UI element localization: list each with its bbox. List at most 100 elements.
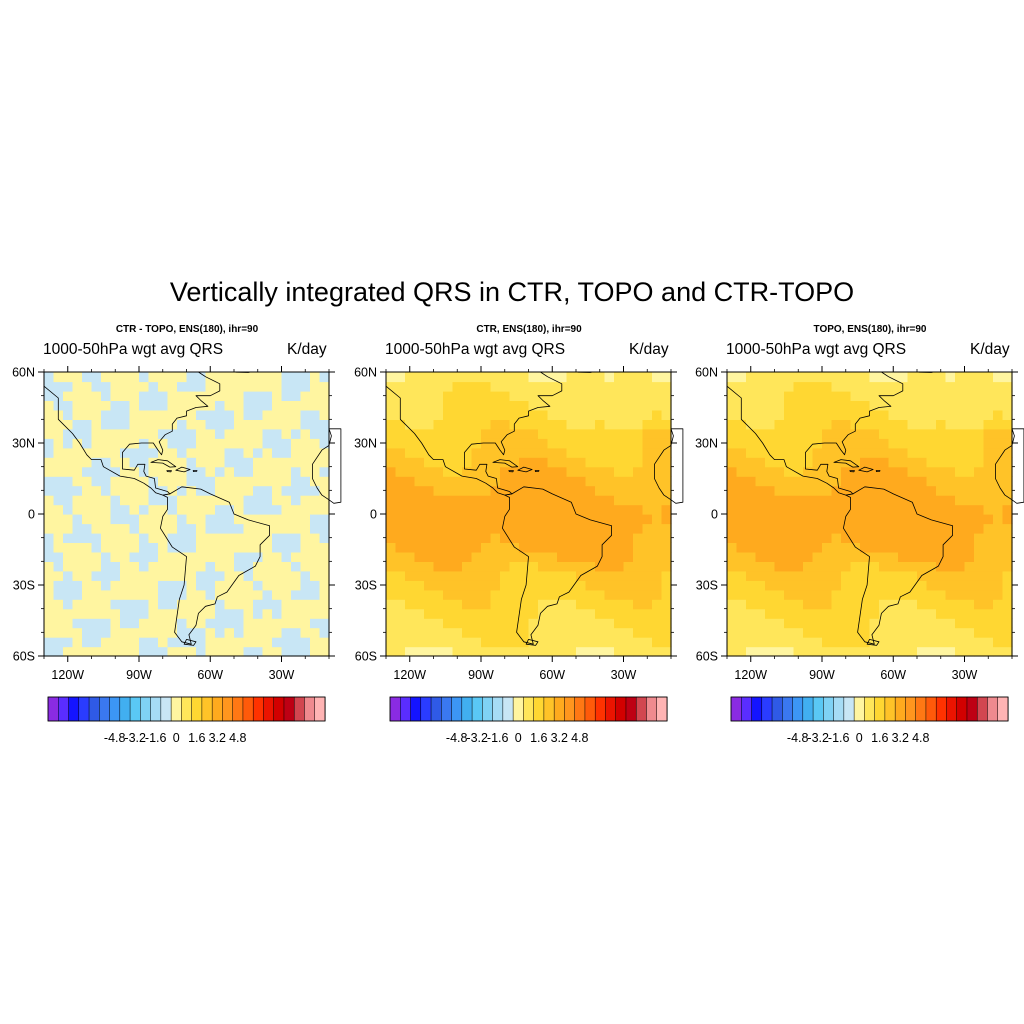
map-panel: TOPO, ENS(180), ihr=90 1000-50hPa wgt avg… (683, 318, 1024, 745)
colorbar-swatch (471, 696, 483, 722)
colorbar-swatch (915, 696, 927, 722)
lon-tick-label: 120W (393, 668, 426, 682)
colorbar-swatch (925, 696, 937, 722)
lon-tick-label: 30W (611, 668, 637, 682)
colorbar-swatch (905, 696, 917, 722)
colorbar: -4.8-3.2-1.6 0 1.6 3.2 4.8 (730, 696, 1009, 745)
colorbar-swatch (966, 696, 978, 722)
colorbar-swatch (400, 696, 412, 722)
colorbar-swatch (884, 696, 896, 722)
colorbar-swatch (492, 696, 504, 722)
figure-title: Vertically integrated QRS in CTR, TOPO a… (169, 277, 855, 307)
colorbar-swatch (99, 696, 111, 722)
colorbar-swatch (533, 696, 545, 722)
colorbar-swatch (946, 696, 958, 722)
lon-tick-label: 30W (269, 668, 295, 682)
colorbar-swatch (283, 696, 295, 722)
colorbar-swatch (502, 696, 514, 722)
colorbar-swatch (191, 696, 203, 722)
colorbar-swatch (792, 696, 804, 722)
colorbar-label: -4.8 (446, 731, 468, 745)
colorbar-swatch (140, 696, 152, 722)
colorbar-swatch (119, 696, 131, 722)
colorbar-swatch (761, 696, 773, 722)
panel-left-string: 1000-50hPa wgt avg QRS (385, 341, 566, 358)
colorbar-swatch (656, 696, 668, 722)
colorbar-swatch (564, 696, 576, 722)
colorbar-label: 4.8 (229, 731, 246, 745)
lon-tick-label: 60W (539, 668, 565, 682)
colorbar-swatch (997, 696, 1009, 722)
colorbar-swatch (864, 696, 876, 722)
colorbar-swatch (451, 696, 463, 722)
colorbar-swatch (242, 696, 254, 722)
colorbar-swatch (976, 696, 989, 722)
colorbar-label: 0 (856, 731, 863, 745)
lat-tick-label: 60S (355, 650, 377, 664)
colorbar-label: -3.2 (466, 731, 488, 745)
colorbar-swatch (730, 696, 742, 722)
lat-tick-label: 30N (695, 437, 718, 451)
map-area: 60N 30N 0 30S 60S 120W 90W 60W 30W (354, 366, 684, 682)
panel-left-string: 1000-50hPa wgt avg QRS (726, 341, 907, 358)
colorbar: -4.8-3.2-1.6 0 1.6 3.2 4.8 (389, 696, 668, 745)
colorbar-swatch (833, 696, 845, 722)
colorbar-label: 3.2 (892, 731, 909, 745)
lat-tick-label: 60S (696, 650, 718, 664)
lat-tick-label: 0 (711, 508, 718, 522)
colorbar-swatch (523, 696, 535, 722)
colorbar-swatch (129, 696, 141, 722)
map-plot: 60N 30N 0 30S 60S 120W 90W 60W 30W (12, 366, 342, 682)
map-panel: CTR, ENS(180), ihr=90 1000-50hPa wgt avg … (342, 318, 684, 745)
colorbar-label: 4.8 (571, 731, 588, 745)
colorbar-label: -4.8 (104, 731, 126, 745)
panel-units: K/day (970, 341, 1010, 358)
colorbar-swatch (252, 696, 265, 722)
colorbar-swatch (181, 696, 193, 722)
colorbar-swatch (812, 696, 824, 722)
panel-left-string: 1000-50hPa wgt avg QRS (43, 341, 224, 358)
colorbar-swatch (410, 696, 422, 722)
colorbar-swatch (987, 696, 999, 722)
colorbar-swatch (594, 696, 607, 722)
colorbar-swatch (771, 696, 783, 722)
colorbar-swatch (314, 696, 326, 722)
colorbar-swatch (843, 696, 855, 722)
lat-tick-label: 30S (13, 579, 35, 593)
colorbar-swatch (389, 696, 401, 722)
colorbar-swatch (751, 696, 763, 722)
colorbar-swatch (512, 696, 524, 722)
colorbar-swatch (47, 696, 59, 722)
colorbar-swatch (78, 696, 90, 722)
lat-tick-label: 60N (12, 366, 35, 380)
colorbar-swatch (553, 696, 565, 722)
colorbar-swatch (201, 696, 213, 722)
colorbar-swatch (293, 696, 306, 722)
lon-tick-label: 120W (51, 668, 84, 682)
panel-subtitle: TOPO, ENS(180), ihr=90 (813, 324, 927, 335)
panel-units: K/day (629, 341, 669, 358)
colorbar-swatch (646, 696, 658, 722)
colorbar-swatch (58, 696, 70, 722)
colorbar-label: -1.6 (828, 731, 850, 745)
colorbar-swatch (160, 696, 172, 722)
colorbar-swatch (88, 696, 100, 722)
colorbar-swatch (635, 696, 648, 722)
colorbar-swatch (263, 696, 275, 722)
lon-tick-label: 60W (197, 668, 223, 682)
colorbar-label: -3.2 (124, 731, 146, 745)
colorbar-swatch (894, 696, 906, 722)
colorbar-swatch (232, 696, 244, 722)
lat-tick-label: 30N (12, 437, 35, 451)
colorbar: -4.8-3.2-1.6 0 1.6 3.2 4.8 (47, 696, 326, 745)
lon-tick-label: 120W (734, 668, 767, 682)
lat-tick-label: 30S (696, 579, 718, 593)
colorbar-swatch (874, 696, 886, 722)
colorbar-swatch (461, 696, 473, 722)
colorbar-swatch (574, 696, 586, 722)
lon-tick-label: 30W (952, 668, 978, 682)
colorbar-swatch (482, 696, 494, 722)
colorbar-swatch (802, 696, 814, 722)
lat-tick-label: 60N (695, 366, 718, 380)
colorbar-swatch (150, 696, 162, 722)
